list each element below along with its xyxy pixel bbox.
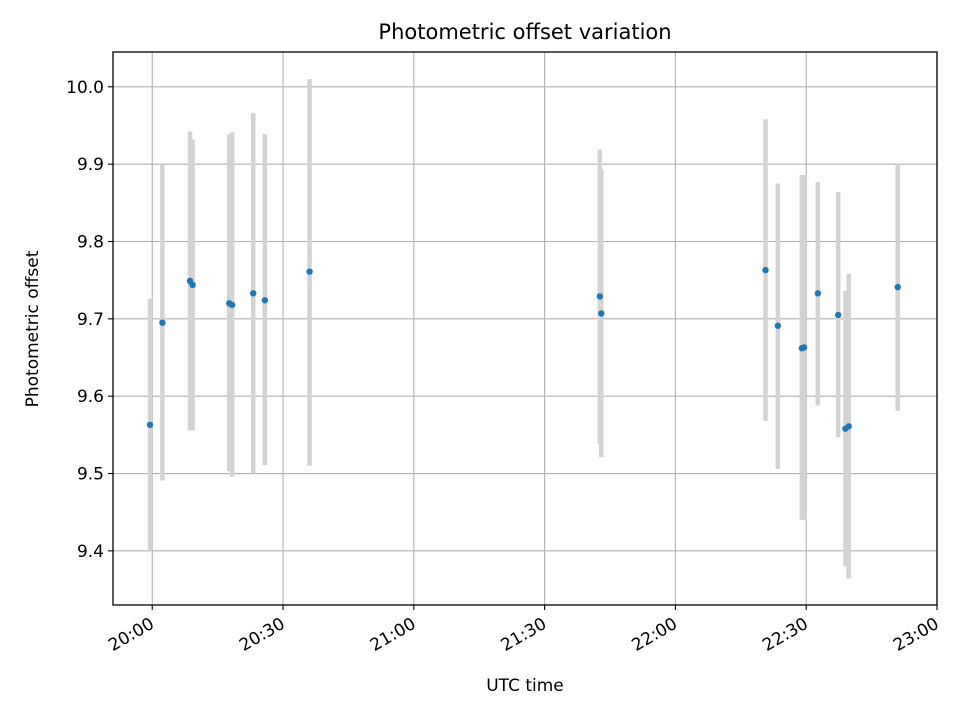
x-tick-label: 23:00 bbox=[890, 614, 942, 656]
data-point bbox=[800, 344, 808, 351]
y-tick-label: 10.0 bbox=[66, 78, 104, 98]
data-point bbox=[250, 290, 257, 297]
y-tick-label: 9.6 bbox=[77, 387, 104, 407]
grid-lines bbox=[113, 52, 938, 605]
data-point bbox=[261, 297, 269, 304]
x-tick-label: 21:30 bbox=[498, 614, 550, 656]
y-tick-label: 9.7 bbox=[77, 310, 104, 330]
data-point bbox=[834, 311, 842, 319]
data-point bbox=[228, 301, 236, 309]
x-axis-title: UTC time bbox=[486, 676, 564, 696]
x-tick-label: 22:30 bbox=[759, 614, 811, 656]
x-tick-label: 22:00 bbox=[628, 614, 680, 656]
data-point bbox=[306, 268, 313, 275]
data-point bbox=[146, 421, 154, 428]
y-axis-title: Photometric offset bbox=[23, 250, 43, 407]
data-point bbox=[159, 319, 166, 326]
x-tick-label: 20:30 bbox=[236, 614, 288, 656]
y-tick-label: 9.8 bbox=[77, 232, 104, 252]
error-bars bbox=[147, 79, 901, 579]
x-tick-label: 21:00 bbox=[367, 614, 419, 656]
y-tick-label: 9.5 bbox=[77, 465, 104, 485]
chart-title: Photometric offset variation bbox=[378, 20, 671, 44]
y-tick-label: 9.9 bbox=[77, 155, 104, 175]
data-point bbox=[894, 283, 901, 291]
data-point bbox=[189, 281, 196, 289]
data-point bbox=[596, 293, 604, 300]
data-point bbox=[762, 266, 769, 274]
data-point bbox=[774, 322, 782, 329]
data-point bbox=[845, 423, 852, 430]
y-axis-ticks: 9.4 9.5 9.6 9.7 9.8 9.9 10.0 bbox=[66, 78, 113, 562]
data-point bbox=[598, 310, 605, 317]
plot-frame bbox=[112, 51, 938, 606]
x-tick-label: 20:00 bbox=[105, 614, 157, 656]
data-points bbox=[146, 266, 901, 432]
y-tick-label: 9.4 bbox=[77, 542, 104, 562]
x-axis-ticks: 20:00 20:30 21:00 21:30 22:00 22:30 23:00 bbox=[105, 605, 943, 656]
data-point bbox=[814, 290, 822, 297]
